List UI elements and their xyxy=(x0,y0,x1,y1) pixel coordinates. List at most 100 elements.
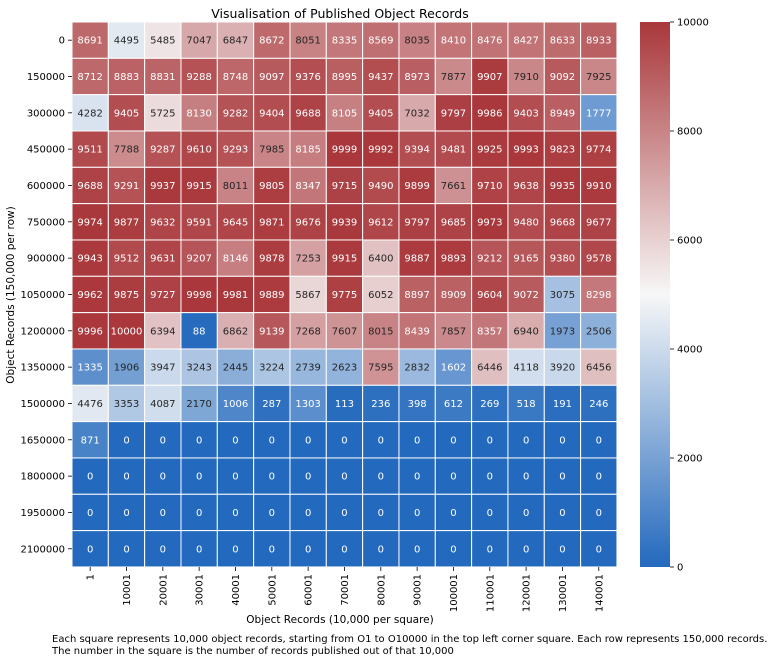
heatmap-cell xyxy=(180,130,218,168)
heatmap-cell xyxy=(107,530,146,568)
cell-value-label: 8015 xyxy=(368,326,393,337)
y-tick-labels: 0 150000 300000 450000 600000 750000 900000 105… xyxy=(20,36,72,555)
heatmap-cell xyxy=(107,130,146,168)
cell-value-label: 0 xyxy=(523,435,529,446)
cell-value-label: 0 xyxy=(414,435,420,446)
figure-caption: Each square represents 10,000 object rec… xyxy=(52,634,767,658)
heatmap-cell xyxy=(580,457,618,495)
heatmap-cell xyxy=(543,239,582,277)
cell-value-label: 9668 xyxy=(550,217,575,228)
cell-value-label: 8035 xyxy=(404,36,429,47)
x-tick-label: 20001 xyxy=(158,574,169,606)
heatmap-cell xyxy=(144,421,182,459)
heatmap-cell xyxy=(325,130,364,168)
cell-value-label: 8051 xyxy=(295,36,320,47)
heatmap-cell xyxy=(362,312,400,350)
heatmap-cell xyxy=(580,421,618,459)
heatmap-cell xyxy=(434,384,473,423)
cell-value-label: 9610 xyxy=(186,145,211,156)
cell-value-label: 9962 xyxy=(77,290,102,301)
cell-value-label: 0 xyxy=(559,472,565,483)
cell-value-label: 9937 xyxy=(150,181,175,192)
cell-value-label: 9899 xyxy=(404,181,429,192)
cell-value-label: 9376 xyxy=(295,72,320,83)
colorbar-tick-label: 10000 xyxy=(677,18,709,29)
x-tick-labels: 1 10001 20001 30001 40001 50001 60001 70001 8000… xyxy=(86,566,605,612)
cell-value-label: 1602 xyxy=(441,363,466,374)
cell-value-label: 9293 xyxy=(223,145,248,156)
cell-value-label: 9887 xyxy=(404,254,429,265)
cell-value-label: 9688 xyxy=(77,181,102,192)
heatmap-cell xyxy=(107,457,146,495)
heatmap-cell xyxy=(216,384,255,423)
chart-title: Visualisation of Published Object Record… xyxy=(211,6,468,21)
heatmap-cell xyxy=(580,94,618,132)
heatmap-cell xyxy=(107,493,146,532)
cell-value-label: 113 xyxy=(335,399,354,410)
cell-value-label: 0 xyxy=(378,435,384,446)
cell-value-label: 7788 xyxy=(114,145,139,156)
cell-value-label: 2623 xyxy=(332,363,357,374)
y-tick-label: 0 xyxy=(59,36,65,47)
heatmap-cell xyxy=(253,130,291,168)
cell-value-label: 398 xyxy=(408,399,427,410)
heatmap-cell xyxy=(434,130,473,168)
cell-value-label: 0 xyxy=(232,435,238,446)
heatmap-cell xyxy=(398,130,436,168)
cell-value-label: 5867 xyxy=(295,290,320,301)
y-tick-label: 2100000 xyxy=(20,544,65,555)
cell-value-label: 6847 xyxy=(223,36,248,47)
heatmap-cell xyxy=(434,493,473,532)
cell-value-label: 246 xyxy=(589,399,608,410)
cell-value-label: 9797 xyxy=(441,108,466,119)
heatmap-cell xyxy=(253,530,291,568)
cell-value-label: 0 xyxy=(305,435,311,446)
heatmap-cell xyxy=(471,94,509,132)
heatmap-cell xyxy=(434,530,473,568)
cell-value-label: 0 xyxy=(523,508,529,519)
cell-value-label: 8995 xyxy=(332,72,357,83)
cell-value-label: 0 xyxy=(269,435,275,446)
cell-value-label: 9394 xyxy=(404,145,429,156)
heatmap-cell xyxy=(471,530,509,568)
cell-value-label: 0 xyxy=(87,472,93,483)
y-axis-label: Object Records (150,000 per row) xyxy=(5,206,17,383)
heatmap-cell xyxy=(362,130,400,168)
cell-value-label: 7253 xyxy=(295,254,320,265)
heatmap-cell xyxy=(289,203,327,241)
cell-value-label: 2739 xyxy=(295,363,320,374)
heatmap-cell xyxy=(289,166,327,205)
cell-value-label: 7910 xyxy=(513,72,538,83)
cell-value-label: 871 xyxy=(81,435,100,446)
cell-value-label: 4118 xyxy=(513,363,538,374)
cell-value-label: 9511 xyxy=(77,145,102,156)
cell-value-label: 88 xyxy=(193,326,206,337)
y-tick-label: 150000 xyxy=(27,72,65,83)
cell-value-label: 0 xyxy=(341,435,347,446)
cell-value-label: 7857 xyxy=(441,326,466,337)
cell-value-label: 9910 xyxy=(586,181,611,192)
cell-value-label: 5485 xyxy=(150,36,175,47)
heatmap-cell xyxy=(507,275,545,314)
cell-value-label: 0 xyxy=(87,544,93,555)
cell-value-label: 9072 xyxy=(513,290,538,301)
cell-value-label: 8672 xyxy=(259,36,284,47)
cell-value-label: 9685 xyxy=(441,217,466,228)
heatmap-cell xyxy=(580,203,618,241)
cell-value-label: 0 xyxy=(160,435,166,446)
cell-value-label: 7268 xyxy=(295,326,320,337)
x-tick-label: 140001 xyxy=(594,574,605,612)
heatmap-figure: Visualisation of Published Object Record… xyxy=(5,6,709,626)
y-tick-label: 1350000 xyxy=(20,363,65,374)
cell-value-label: 0 xyxy=(523,544,529,555)
cell-value-label: 9915 xyxy=(186,181,211,192)
cell-value-label: 9877 xyxy=(114,217,139,228)
cell-value-label: 9480 xyxy=(513,217,538,228)
x-tick-label: 50001 xyxy=(267,574,278,606)
cell-value-label: 9092 xyxy=(550,72,575,83)
cell-value-label: 0 xyxy=(487,508,493,519)
cell-value-label: 9676 xyxy=(295,217,320,228)
cell-value-label: 7032 xyxy=(404,108,429,119)
cell-value-label: 0 xyxy=(341,544,347,555)
heatmap-cell xyxy=(398,203,436,241)
